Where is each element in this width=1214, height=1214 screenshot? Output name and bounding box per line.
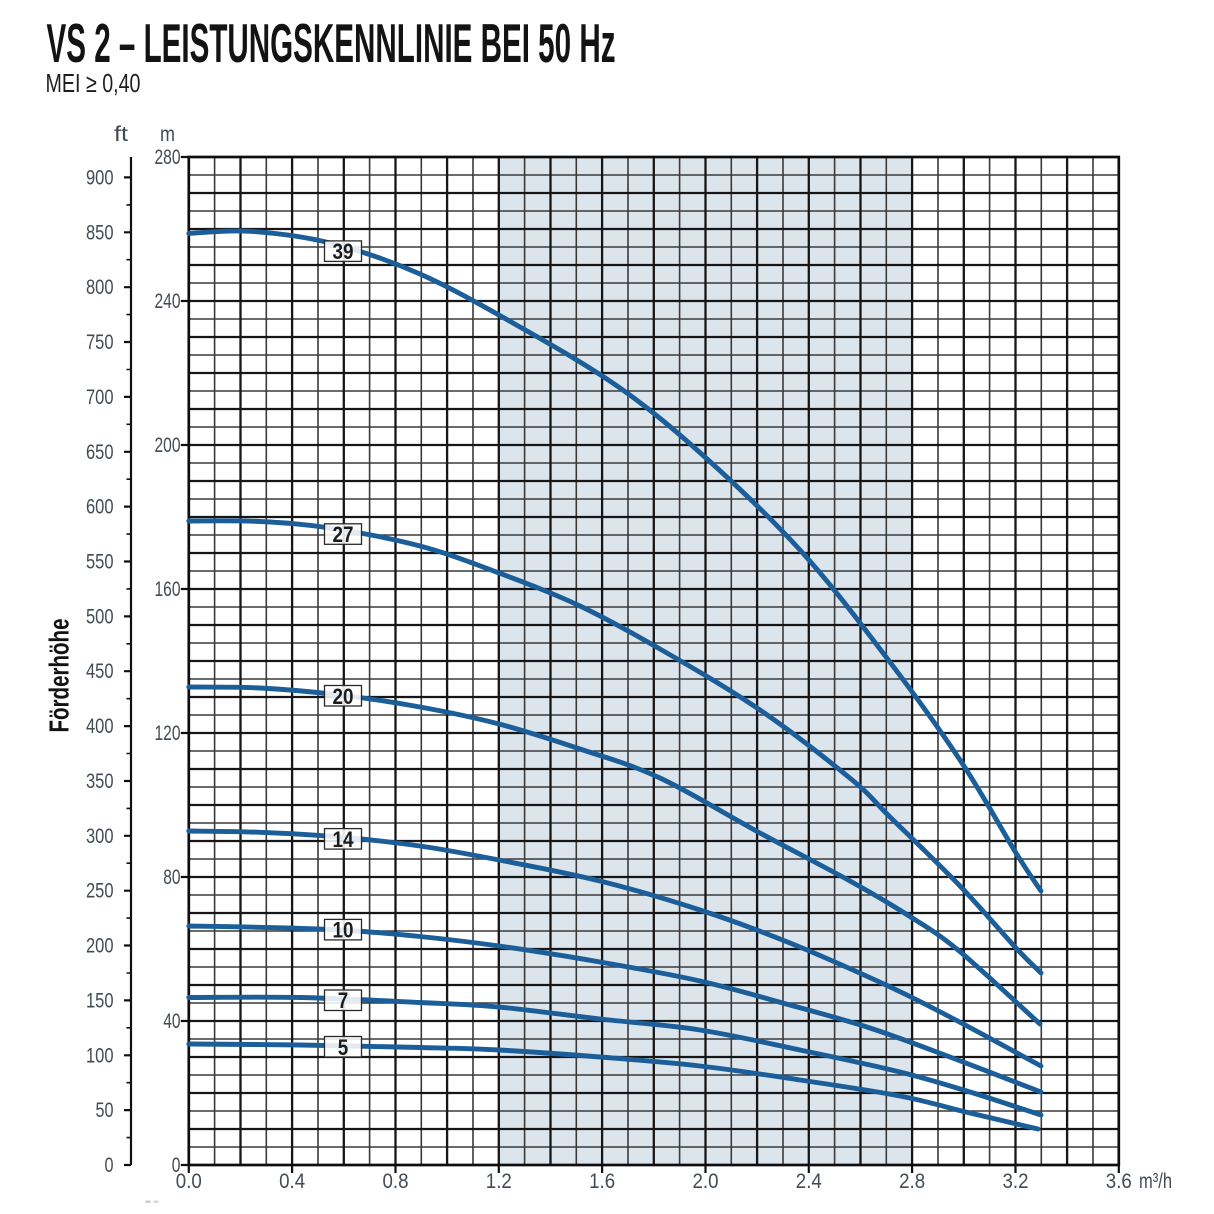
svg-text:3.6: 3.6 bbox=[1106, 1169, 1132, 1193]
svg-text:0.0: 0.0 bbox=[176, 1169, 202, 1193]
svg-text:850: 850 bbox=[86, 220, 114, 244]
svg-text:800: 800 bbox=[86, 275, 114, 299]
svg-text:m: m bbox=[160, 122, 175, 146]
svg-text:240: 240 bbox=[155, 289, 181, 313]
svg-text:14: 14 bbox=[333, 827, 355, 852]
svg-text:0: 0 bbox=[105, 1153, 114, 1177]
svg-text:2.0: 2.0 bbox=[693, 1169, 719, 1193]
svg-text:40: 40 bbox=[163, 1009, 180, 1033]
svg-text:0: 0 bbox=[172, 1153, 181, 1177]
svg-text:20: 20 bbox=[333, 684, 354, 709]
svg-text:10: 10 bbox=[333, 918, 354, 943]
svg-text:900: 900 bbox=[86, 165, 114, 189]
svg-text:5: 5 bbox=[338, 1035, 349, 1060]
svg-text:3.2: 3.2 bbox=[1003, 1169, 1029, 1193]
svg-text:650: 650 bbox=[86, 440, 114, 464]
svg-text:250: 250 bbox=[86, 879, 114, 903]
svg-text:400: 400 bbox=[86, 714, 114, 738]
svg-text:200: 200 bbox=[155, 433, 181, 457]
svg-text:750: 750 bbox=[86, 330, 114, 354]
svg-text:VS 2 – LEISTUNGSKENNLINIE BEI: VS 2 – LEISTUNGSKENNLINIE BEI 50 Hz bbox=[47, 12, 616, 74]
svg-text:1.6: 1.6 bbox=[589, 1169, 615, 1193]
svg-text:700: 700 bbox=[86, 385, 114, 409]
svg-text:Förderhöhe: Förderhöhe bbox=[44, 619, 75, 733]
svg-text:600: 600 bbox=[86, 495, 114, 519]
svg-text:1.2: 1.2 bbox=[486, 1169, 512, 1193]
svg-text:0.8: 0.8 bbox=[383, 1169, 409, 1193]
svg-text:ft: ft bbox=[114, 122, 128, 146]
svg-text:550: 550 bbox=[86, 550, 114, 574]
svg-text:2.4: 2.4 bbox=[796, 1169, 822, 1193]
svg-text:50: 50 bbox=[96, 1098, 114, 1122]
svg-text:300: 300 bbox=[86, 824, 114, 848]
svg-text:120: 120 bbox=[155, 721, 181, 745]
svg-text:7: 7 bbox=[338, 988, 349, 1013]
svg-text:450: 450 bbox=[86, 659, 114, 683]
svg-text:160: 160 bbox=[155, 577, 181, 601]
svg-text:80: 80 bbox=[163, 865, 180, 889]
svg-text:MEI ≥ 0,40: MEI ≥ 0,40 bbox=[46, 68, 141, 98]
svg-text:280: 280 bbox=[155, 145, 181, 169]
svg-text:0.4: 0.4 bbox=[279, 1169, 305, 1193]
svg-text:150: 150 bbox=[86, 988, 114, 1012]
svg-text:350: 350 bbox=[86, 769, 114, 793]
svg-text:27: 27 bbox=[333, 522, 354, 547]
svg-text:m³/h: m³/h bbox=[1139, 1169, 1172, 1193]
svg-text:200: 200 bbox=[86, 934, 114, 958]
svg-text:100: 100 bbox=[86, 1043, 114, 1067]
svg-text:500: 500 bbox=[86, 604, 114, 628]
svg-text:2.8: 2.8 bbox=[899, 1169, 925, 1193]
svg-text:39: 39 bbox=[333, 239, 354, 264]
